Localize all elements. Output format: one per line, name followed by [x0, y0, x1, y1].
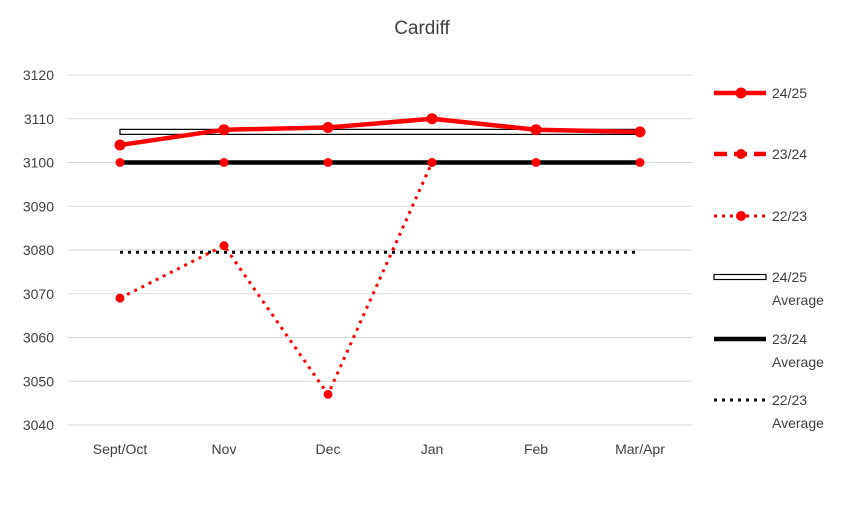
gridlines [68, 74, 692, 426]
data-point [114, 139, 126, 151]
legend-label: Average [772, 415, 824, 431]
y-tick-label: 3100 [23, 155, 54, 171]
y-tick-label: 3120 [23, 67, 54, 83]
legend-entry: 23/24 [714, 146, 807, 162]
data-point [322, 122, 334, 133]
x-tick-label: Sept/Oct [93, 441, 148, 457]
legend-label: 22/23 [772, 392, 807, 408]
legend-label: 23/24 [772, 146, 807, 162]
legend-entry: 22/23 Average [714, 392, 824, 431]
y-tick-label: 3080 [23, 242, 54, 258]
y-tick-label: 3040 [23, 417, 54, 433]
legend-entry: 23/24 Average [714, 331, 824, 370]
legend-marker [736, 149, 746, 159]
data-point [115, 158, 125, 167]
series-23-24 [115, 158, 645, 167]
x-tick-label: Nov [212, 441, 237, 457]
data-point [635, 158, 645, 167]
y-axis-ticks: 3040 3050 3060 3070 3080 3090 3100 3110 3120 [23, 67, 54, 433]
legend-marker [735, 87, 747, 99]
legend-swatch [713, 273, 767, 281]
series-line [119, 116, 641, 148]
y-tick-label: 3110 [24, 111, 54, 127]
data-point [427, 158, 437, 167]
data-point [531, 158, 541, 167]
y-tick-label: 3060 [23, 330, 54, 346]
legend-entry: 24/25 [714, 85, 807, 101]
y-tick-label: 3090 [23, 198, 54, 214]
legend-label: 23/24 [772, 331, 807, 347]
series-22-23 [115, 158, 437, 399]
legend-label: 22/23 [772, 208, 807, 224]
data-point [530, 124, 542, 136]
chart-title: Cardiff [394, 18, 450, 39]
series-24-25 [114, 113, 646, 151]
x-tick-label: Jan [421, 441, 444, 457]
x-tick-label: Mar/Apr [615, 441, 665, 457]
series-group [114, 113, 646, 399]
y-tick-label: 3070 [23, 286, 54, 302]
data-point [219, 241, 229, 251]
legend-label: Average [772, 292, 824, 308]
x-tick-label: Dec [316, 441, 341, 457]
data-point [219, 158, 229, 167]
data-point [218, 124, 230, 136]
legend-entry: 22/23 [714, 208, 807, 224]
legend-marker [736, 211, 746, 221]
legend-label: Average [772, 354, 824, 370]
y-tick-label: 3050 [23, 373, 54, 389]
x-tick-label: Feb [524, 441, 548, 457]
data-point [115, 293, 125, 303]
x-axis-ticks: Sept/Oct Nov Dec Jan Feb Mar/Apr [93, 441, 665, 457]
legend: 24/2523/2422/2324/25Average23/24Average2… [713, 85, 824, 431]
series-line [119, 161, 434, 398]
legend-label: 24/25 [772, 269, 807, 285]
data-point [634, 126, 646, 138]
legend-entry: 24/25 Average [713, 269, 824, 308]
data-point [323, 158, 333, 167]
legend-label: 24/25 [772, 85, 807, 101]
data-point [426, 113, 438, 125]
data-point [323, 389, 333, 399]
